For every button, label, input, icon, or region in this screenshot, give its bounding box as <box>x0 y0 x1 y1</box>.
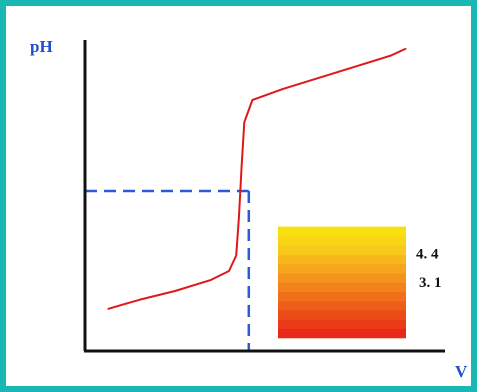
scale-band <box>278 319 406 330</box>
x-axis-label: V <box>455 362 468 381</box>
scale-band <box>278 263 406 274</box>
scale-label-upper: 4. 4 <box>416 246 439 262</box>
scale-label-lower: 3. 1 <box>419 275 442 291</box>
scale-band <box>278 226 406 237</box>
scale-band <box>278 245 406 255</box>
scale-band <box>278 300 406 311</box>
scale-band <box>278 282 406 292</box>
y-axis-label: pH <box>30 37 53 56</box>
scale-band <box>278 309 406 320</box>
scale-band <box>278 291 406 302</box>
scale-band <box>278 272 406 283</box>
scale-band <box>278 254 406 265</box>
scale-band <box>278 235 406 246</box>
scale-band <box>278 328 406 339</box>
titration-curve <box>107 47 407 310</box>
indicator-color-scale <box>278 226 406 339</box>
